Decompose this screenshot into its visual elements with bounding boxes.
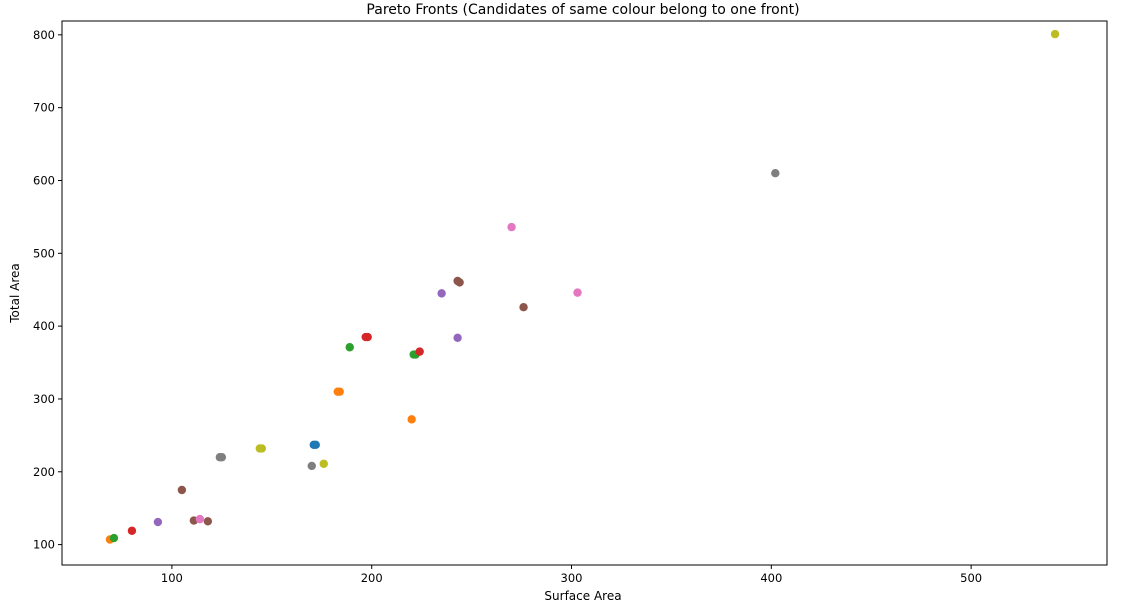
data-point (415, 347, 424, 356)
data-point (311, 440, 320, 450)
data-point (203, 517, 213, 526)
data-point (127, 526, 137, 535)
data-point (257, 444, 267, 453)
y-tick-label: 300 (33, 392, 55, 406)
data-point (319, 459, 328, 468)
x-axis-label: Surface Area (544, 589, 621, 603)
data-point (455, 278, 464, 287)
x-tick-label: 200 (361, 571, 383, 585)
y-tick-label: 100 (33, 538, 55, 552)
plot-area (61, 20, 1108, 566)
data-point (177, 485, 187, 495)
chart-title: Pareto Fronts (Candidates of same colour… (366, 2, 799, 18)
data-point (1050, 29, 1060, 39)
y-tick-label: 600 (33, 173, 55, 187)
data-point (573, 288, 582, 297)
y-tick-label: 500 (33, 246, 55, 260)
x-tick-label: 300 (561, 571, 583, 585)
data-point (437, 289, 446, 298)
x-tick-label: 400 (760, 571, 782, 585)
data-point (363, 332, 372, 342)
y-tick-label: 700 (33, 101, 55, 115)
y-axis-label: Total Area (8, 263, 22, 323)
y-axis: 100 200 300 400 500 600 700 800 (33, 28, 62, 552)
y-tick-label: 400 (33, 319, 55, 333)
x-tick-label: 500 (960, 571, 982, 585)
data-point (153, 517, 163, 527)
data-points (105, 29, 1060, 544)
data-point (407, 415, 416, 424)
data-point (109, 533, 119, 543)
data-point (453, 333, 462, 342)
data-point (335, 387, 344, 396)
x-tick-label: 100 (161, 571, 183, 585)
y-tick-label: 800 (33, 28, 55, 42)
data-point (195, 514, 205, 524)
data-point (519, 303, 528, 312)
data-point (217, 453, 227, 462)
data-point (345, 343, 354, 352)
data-point (507, 222, 516, 232)
x-axis: 100 200 300 400 500 (161, 565, 982, 585)
data-point (771, 169, 780, 178)
y-tick-label: 200 (33, 465, 55, 479)
data-point (307, 461, 316, 471)
